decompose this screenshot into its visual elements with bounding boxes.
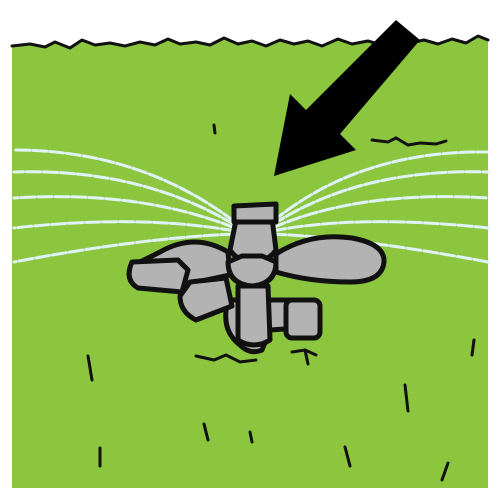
sprinkler-head <box>126 201 387 355</box>
grass-tufts <box>86 123 476 482</box>
pointer-arrow-icon <box>274 20 420 176</box>
water-spray <box>12 148 490 264</box>
